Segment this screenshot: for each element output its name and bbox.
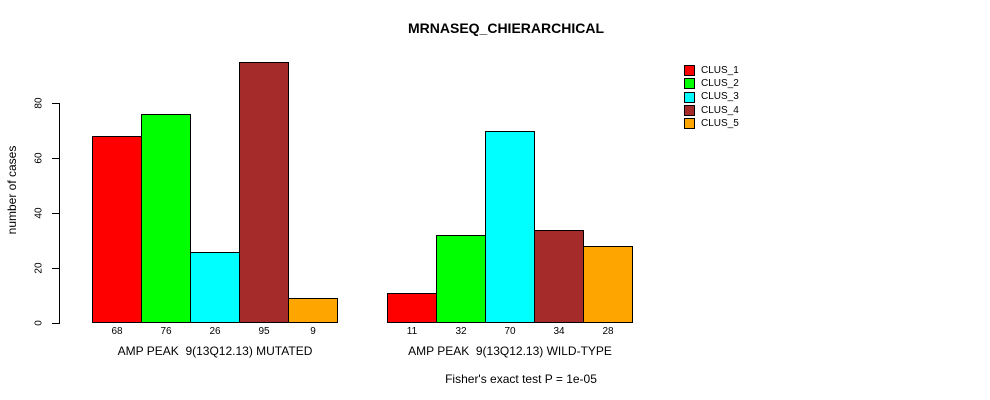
legend-swatch bbox=[684, 118, 695, 130]
bar-value-label: 68 bbox=[111, 326, 123, 337]
bar-clus_3-group1 bbox=[190, 251, 240, 323]
legend-label: CLUS_4 bbox=[701, 104, 739, 116]
legend-item-clus_4: CLUS_4 bbox=[684, 104, 739, 117]
legend-item-clus_5: CLUS_5 bbox=[684, 117, 739, 130]
legend-label: CLUS_1 bbox=[701, 64, 739, 76]
legend-label: CLUS_5 bbox=[701, 117, 739, 129]
bar-value-label: 26 bbox=[209, 326, 221, 337]
bar-clus_1-group1 bbox=[92, 136, 142, 323]
y-tick-label: 40 bbox=[33, 207, 45, 219]
group-label-2: AMP PEAK 9(13Q12.13) WILD-TYPE bbox=[408, 344, 612, 358]
chart-title: MRNASEQ_CHIERARCHICAL bbox=[407, 20, 605, 36]
legend: CLUS_1 CLUS_2 CLUS_3 CLUS_4 CLUS_5 bbox=[684, 64, 739, 130]
bar-value-label: 11 bbox=[406, 326, 418, 337]
y-tick-mark bbox=[52, 212, 59, 214]
bar-value-label: 34 bbox=[553, 326, 565, 337]
y-tick-label: 80 bbox=[33, 97, 45, 109]
y-tick-mark bbox=[52, 267, 59, 269]
bar-value-label: 95 bbox=[258, 326, 270, 337]
legend-item-clus_3: CLUS_3 bbox=[684, 91, 739, 104]
legend-swatch bbox=[684, 78, 695, 90]
group-label-1: AMP PEAK 9(13Q12.13) MUTATED bbox=[117, 344, 313, 358]
bar-clus_4-group1 bbox=[239, 61, 289, 323]
y-axis-line bbox=[59, 103, 60, 324]
legend-item-clus_2: CLUS_2 bbox=[684, 77, 739, 90]
y-axis-title: number of cases bbox=[5, 145, 19, 235]
bar-clus_5-group1 bbox=[288, 298, 338, 323]
bar-value-label: 76 bbox=[160, 326, 172, 337]
y-tick-label: 20 bbox=[33, 262, 45, 274]
legend-item-clus_1: CLUS_1 bbox=[684, 64, 739, 77]
legend-swatch bbox=[684, 65, 695, 77]
y-tick-label: 0 bbox=[33, 320, 45, 326]
bar-clus_2-group1 bbox=[141, 114, 191, 323]
bar-clus_3-group2 bbox=[485, 130, 535, 323]
bar-value-label: 28 bbox=[602, 326, 614, 337]
y-tick-mark bbox=[52, 102, 59, 104]
bar-value-label: 32 bbox=[455, 326, 467, 337]
bar-clus_5-group2 bbox=[583, 246, 633, 323]
legend-swatch bbox=[684, 91, 695, 103]
y-tick-label: 60 bbox=[33, 152, 45, 164]
y-tick-mark bbox=[52, 157, 59, 159]
legend-label: CLUS_3 bbox=[701, 91, 739, 103]
fisher-test-caption: Fisher's exact test P = 1e-05 bbox=[445, 372, 597, 386]
bar-clus_2-group2 bbox=[436, 235, 486, 323]
bar-value-label: 70 bbox=[504, 326, 516, 337]
legend-swatch bbox=[684, 105, 695, 117]
bar-clus_4-group2 bbox=[534, 229, 584, 323]
legend-label: CLUS_2 bbox=[701, 77, 739, 89]
bar-value-label: 9 bbox=[310, 326, 316, 337]
y-tick-mark bbox=[52, 322, 59, 324]
bar-clus_1-group2 bbox=[387, 292, 437, 323]
